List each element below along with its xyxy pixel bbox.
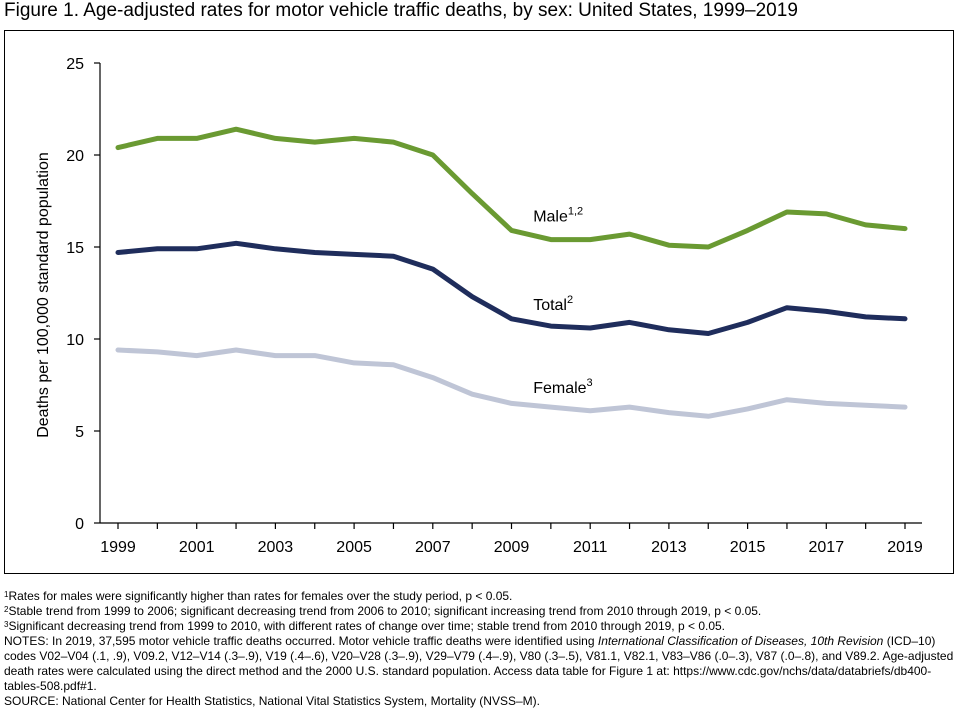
footnote-2: 2Stable trend from 1999 to 2006; signifi… [4,604,762,618]
footnote-1: 1Rates for males were significantly high… [4,589,513,603]
chart-frame [4,30,954,574]
footnote-3: 3Significant decreasing trend from 1999 … [4,619,726,633]
x-tick-label: 2015 [730,539,766,556]
y-tick-label: 25 [66,56,84,73]
line-chart: 0 5 10 15 20 25 1999 2001 2003 2005 2007 2009 2011 20… [35,56,923,556]
x-tick-label: 2005 [336,539,372,556]
x-tick-label: 2011 [573,539,608,556]
x-tick-label: 2001 [179,539,215,556]
series-label-female: Female3 [533,377,592,397]
series-labels: Male1,2 Total2 Female3 [533,206,592,397]
y-axis-label: Deaths per 100,000 standard population [35,152,52,438]
x-tick-label: 2017 [809,539,845,556]
y-tick-label: 15 [66,240,84,257]
x-tick-label: 2013 [651,539,687,556]
chart-axes: 0 5 10 15 20 25 1999 2001 2003 2005 2007 2009 2011 20… [66,56,923,556]
series-line-total [115,240,908,336]
x-tick-label: 2009 [494,539,530,556]
series-label-male: Male1,2 [533,206,583,226]
series-label-total: Total2 [533,294,573,314]
x-tick-label: 1999 [100,539,136,556]
chart-series [115,126,908,419]
footnotes: 1Rates for males were significantly high… [4,589,954,709]
x-tick-label: 2019 [887,539,923,556]
y-tick-label: 5 [75,424,84,441]
series-line-male [115,126,908,250]
x-tick-label: 2007 [415,539,451,556]
y-tick-label: 0 [75,516,84,533]
notes-paragraph: NOTES: In 2019, 37,595 motor vehicle tra… [4,634,954,693]
series-line-female [115,347,908,419]
y-tick-label: 10 [66,332,84,349]
figure-title: Figure 1. Age-adjusted rates for motor v… [4,0,798,21]
x-tick-label: 2003 [258,539,294,556]
y-tick-label: 20 [66,148,84,165]
source-note: SOURCE: National Center for Health Stati… [4,694,540,708]
